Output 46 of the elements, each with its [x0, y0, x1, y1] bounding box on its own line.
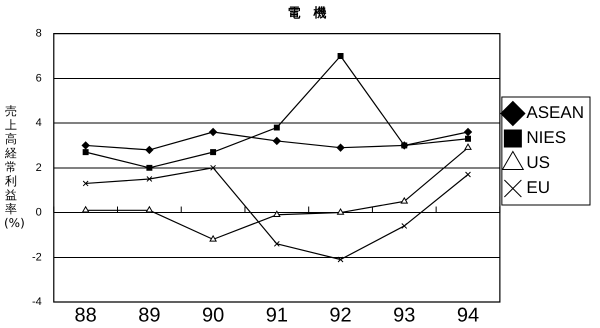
- point: [209, 128, 218, 136]
- text: 売上高経常利益率(%): [4, 104, 25, 230]
- point: [273, 210, 280, 218]
- point: [338, 256, 344, 262]
- point: [145, 146, 154, 154]
- x-tick-label: 88: [74, 304, 97, 327]
- point: [82, 206, 90, 213]
- point: [400, 197, 408, 204]
- point: [82, 149, 89, 156]
- x-tick-label: 89: [138, 304, 160, 327]
- point: [274, 240, 280, 247]
- point: [337, 208, 344, 215]
- legend-label: ASEAN: [526, 103, 584, 122]
- point: [272, 136, 281, 145]
- point: [210, 235, 217, 242]
- x-tick-label: 93: [393, 304, 416, 327]
- point: [465, 136, 471, 142]
- point: [210, 149, 216, 156]
- x-tick-label: 90: [202, 304, 224, 327]
- point: [146, 206, 153, 213]
- point: [82, 180, 89, 186]
- legend-label: NIES: [526, 128, 566, 148]
- y-tick-label: -4: [32, 296, 42, 308]
- point: [82, 141, 90, 150]
- point: [401, 222, 408, 229]
- point: [210, 164, 216, 171]
- point: [146, 176, 152, 182]
- point: [465, 172, 471, 178]
- point: [464, 144, 472, 150]
- point: [274, 124, 280, 131]
- y-tick-label: 8: [36, 28, 42, 40]
- point: [146, 164, 152, 171]
- x-tick-label: 94: [456, 304, 480, 327]
- x-tick-label: 91: [266, 304, 288, 327]
- x-tick-label: 92: [329, 304, 352, 327]
- y-tick-label: 4: [36, 117, 42, 130]
- point: [464, 128, 472, 136]
- legend-label: EU: [526, 178, 550, 198]
- y-tick-label: -2: [32, 251, 42, 264]
- point: [336, 144, 345, 152]
- legend-label: US: [526, 153, 550, 172]
- y-tick-label: 2: [36, 162, 42, 174]
- chart-title: 電 機: [288, 6, 326, 22]
- point: [338, 52, 344, 59]
- y-tick-label: 6: [36, 72, 42, 84]
- y-tick-label: 0: [36, 206, 42, 219]
